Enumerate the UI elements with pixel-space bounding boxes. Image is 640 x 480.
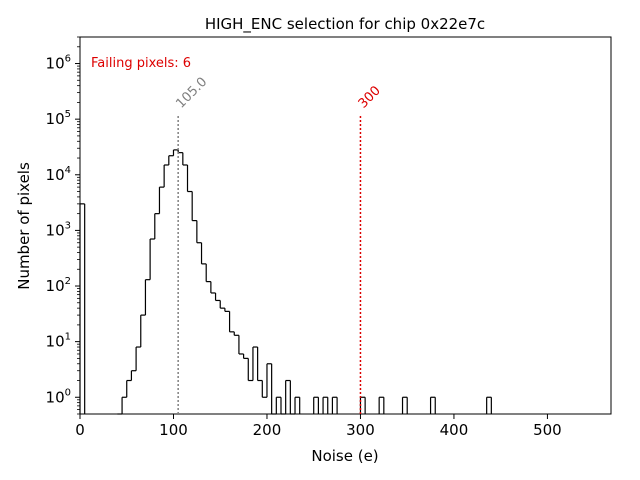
- failing-pixels-annotation: Failing pixels: 6: [91, 56, 191, 71]
- x-tick-label: 400: [440, 421, 469, 439]
- reference-line-label: 300: [356, 83, 384, 111]
- reference-line-label: 105.0: [173, 75, 210, 112]
- y-axis-label: Number of pixels: [15, 162, 33, 290]
- chart-title: HIGH_ENC selection for chip 0x22e7c: [205, 15, 485, 34]
- x-tick-label: 200: [253, 421, 282, 439]
- y-tick-label: 105: [46, 109, 71, 128]
- y-tick-label: 100: [46, 387, 71, 406]
- y-tick-label: 101: [46, 332, 71, 351]
- x-axis-label: Noise (e): [311, 447, 378, 465]
- y-tick-label: 102: [46, 276, 71, 295]
- x-tick-label: 500: [533, 421, 562, 439]
- y-tick-label: 103: [46, 220, 71, 239]
- y-tick-label: 106: [46, 54, 71, 73]
- x-tick-label: 300: [346, 421, 375, 439]
- y-tick-label: 104: [46, 165, 71, 184]
- x-tick-label: 0: [75, 421, 85, 439]
- x-tick-label: 100: [159, 421, 188, 439]
- plot-frame: [79, 36, 612, 415]
